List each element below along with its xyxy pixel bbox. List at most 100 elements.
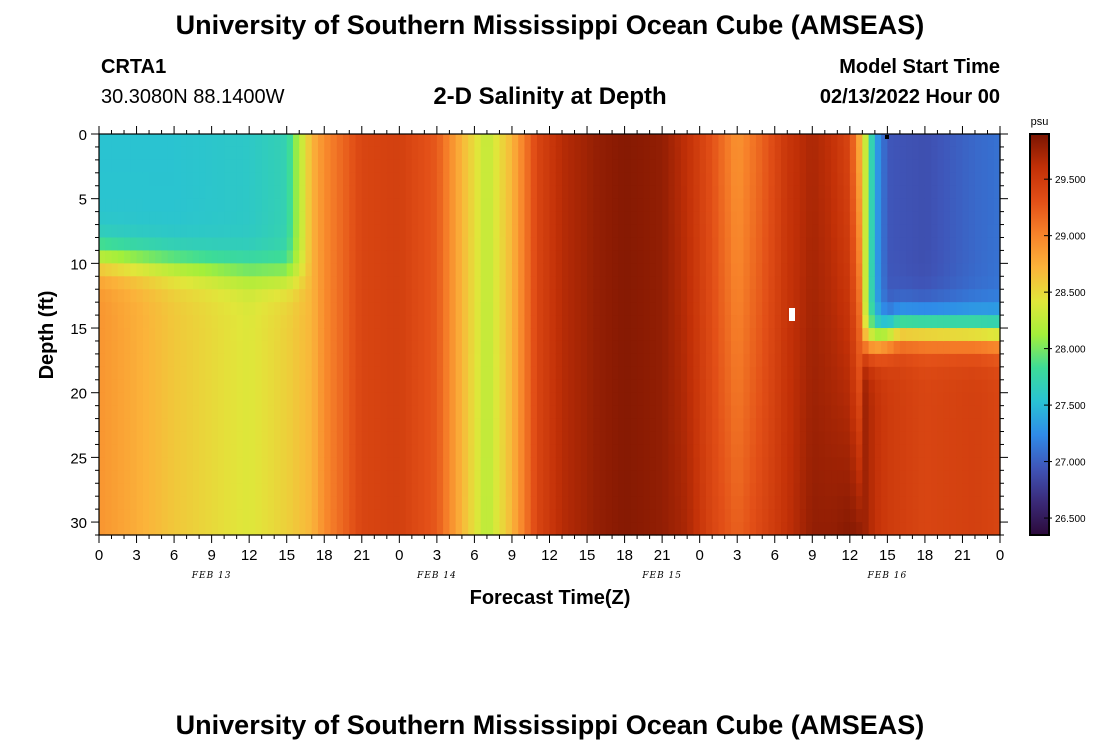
- heat-cell: [549, 172, 557, 187]
- heat-cell: [405, 496, 413, 510]
- heat-cell: [299, 134, 307, 148]
- heat-cell: [968, 237, 976, 252]
- heat-cell: [386, 522, 394, 536]
- heat-cell: [549, 431, 557, 446]
- heat-cell: [505, 185, 513, 200]
- heat-cell: [536, 444, 544, 458]
- heat-cell: [568, 353, 576, 368]
- heat-cell: [718, 444, 726, 458]
- heat-cell: [286, 405, 294, 420]
- heat-cell: [968, 159, 976, 174]
- heat-cell: [737, 289, 745, 303]
- heat-cell: [937, 172, 945, 187]
- heat-cell: [943, 185, 951, 200]
- heat-cell: [580, 366, 588, 381]
- heat-cell: [618, 379, 626, 394]
- heat-cell: [292, 379, 300, 394]
- heat-cell: [468, 134, 476, 148]
- heat-cell: [812, 379, 820, 394]
- heat-cell: [762, 146, 770, 161]
- heat-cell: [912, 159, 920, 174]
- heat-cell: [931, 224, 939, 239]
- heat-cell: [824, 431, 832, 446]
- heat-cell: [349, 444, 357, 458]
- heat-cell: [580, 198, 588, 213]
- heat-cell: [887, 315, 895, 329]
- heat-cell: [117, 366, 125, 381]
- heat-cell: [649, 302, 657, 316]
- heat-cell: [543, 328, 551, 342]
- heat-cell: [562, 392, 569, 407]
- heat-cell: [643, 340, 651, 355]
- heat-cell: [255, 353, 263, 368]
- heat-cell: [580, 134, 588, 148]
- heat-cell: [912, 146, 920, 161]
- heat-cell: [261, 353, 269, 368]
- heat-cell: [386, 159, 394, 174]
- heat-cell: [217, 340, 225, 355]
- heat-cell: [993, 496, 1001, 510]
- heat-cell: [255, 470, 263, 484]
- heat-cell: [887, 457, 895, 471]
- heat-cell: [249, 392, 257, 407]
- heat-cell: [386, 457, 394, 471]
- heat-cell: [224, 134, 231, 148]
- heat-cell: [205, 276, 213, 290]
- heat-cell: [949, 509, 957, 523]
- heat-cell: [217, 353, 225, 368]
- heat-cell: [192, 237, 200, 252]
- heat-cell: [286, 198, 294, 213]
- heat-cell: [230, 470, 238, 484]
- heat-cell: [624, 146, 632, 161]
- heat-cell: [117, 211, 125, 226]
- heat-cell: [324, 302, 332, 316]
- heat-cell: [612, 289, 619, 303]
- heat-cell: [612, 431, 619, 446]
- heat-cell: [787, 211, 795, 226]
- heat-cell: [349, 146, 357, 161]
- heat-cell: [267, 418, 275, 433]
- heat-cell: [493, 185, 501, 200]
- heat-cell: [217, 172, 225, 187]
- heat-cell: [317, 405, 325, 420]
- heat-cell: [280, 379, 288, 394]
- heat-cell: [862, 496, 870, 510]
- heat-cell: [818, 237, 826, 252]
- heat-cell: [242, 340, 250, 355]
- heat-cell: [230, 483, 238, 497]
- heat-cell: [837, 276, 845, 290]
- heat-cell: [956, 198, 964, 213]
- heat-cell: [230, 224, 238, 239]
- heat-cell: [862, 224, 870, 239]
- heat-cell: [424, 276, 432, 290]
- heat-cell: [856, 302, 863, 316]
- heat-cell: [912, 379, 920, 394]
- heat-cell: [355, 302, 363, 316]
- heat-cell: [768, 159, 776, 174]
- heat-cell: [599, 237, 607, 252]
- heat-cell: [705, 211, 713, 226]
- heat-cell: [868, 289, 876, 303]
- heat-cell: [418, 392, 425, 407]
- heat-cell: [605, 340, 613, 355]
- heat-cell: [436, 198, 444, 213]
- heat-cell: [436, 483, 444, 497]
- heat-cell: [918, 444, 926, 458]
- heat-cell: [399, 134, 407, 148]
- heat-cell: [261, 250, 269, 264]
- heat-cell: [343, 340, 350, 355]
- heat-cell: [699, 340, 707, 355]
- heat-cell: [705, 470, 713, 484]
- heat-cell: [981, 392, 989, 407]
- heat-cell: [274, 237, 282, 252]
- heat-cell: [261, 392, 269, 407]
- heat-cell: [361, 250, 369, 264]
- heat-cell: [993, 276, 1001, 290]
- heat-cell: [518, 379, 526, 394]
- heat-cell: [831, 418, 838, 433]
- heat-cell: [630, 263, 638, 277]
- heat-cell: [749, 379, 757, 394]
- heat-cell: [399, 509, 407, 523]
- heat-cell: [818, 340, 826, 355]
- heat-cell: [174, 366, 181, 381]
